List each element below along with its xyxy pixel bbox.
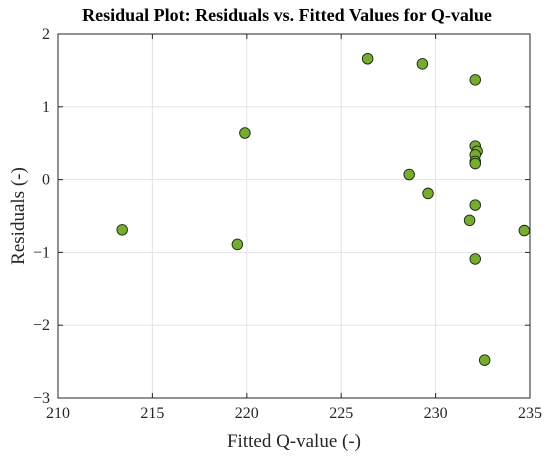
y-tick-label: 0 <box>42 172 50 189</box>
y-tick-label: 2 <box>42 26 50 43</box>
data-point <box>239 127 251 139</box>
x-tick-label: 215 <box>140 405 164 422</box>
data-point <box>116 224 128 236</box>
x-axis-label: Fitted Q-value (-) <box>227 431 361 452</box>
data-point <box>518 224 531 237</box>
x-tick-label: 210 <box>46 405 70 422</box>
data-point <box>231 238 244 251</box>
data-point <box>422 187 434 200</box>
data-point <box>469 199 481 211</box>
data-point <box>469 74 481 86</box>
data-point <box>463 214 476 227</box>
tick-layer: 210 215 220 225 230 235 −3 −2 −1 0 1 2 <box>33 26 542 422</box>
plot-frame <box>57 33 531 399</box>
data-point <box>469 253 481 265</box>
data-point <box>416 58 429 70</box>
data-point <box>361 53 374 65</box>
data-point <box>469 157 481 170</box>
y-axis-label: Residuals (-) <box>8 167 29 265</box>
x-tick-label: 235 <box>518 405 542 422</box>
x-tick-label: 220 <box>235 405 259 422</box>
x-tick-label: 230 <box>424 405 448 422</box>
x-tick-label: 225 <box>329 405 353 422</box>
data-point <box>478 354 491 366</box>
data-point <box>403 168 415 181</box>
y-tick-label: 1 <box>42 99 50 116</box>
y-tick-label: −2 <box>33 317 50 334</box>
point-layer <box>116 53 531 366</box>
y-tick-label: −3 <box>33 390 50 407</box>
y-tick-label: −1 <box>33 244 50 261</box>
grid-layer <box>57 33 531 399</box>
chart-title: Residual Plot: Residuals vs. Fitted Valu… <box>82 5 492 25</box>
